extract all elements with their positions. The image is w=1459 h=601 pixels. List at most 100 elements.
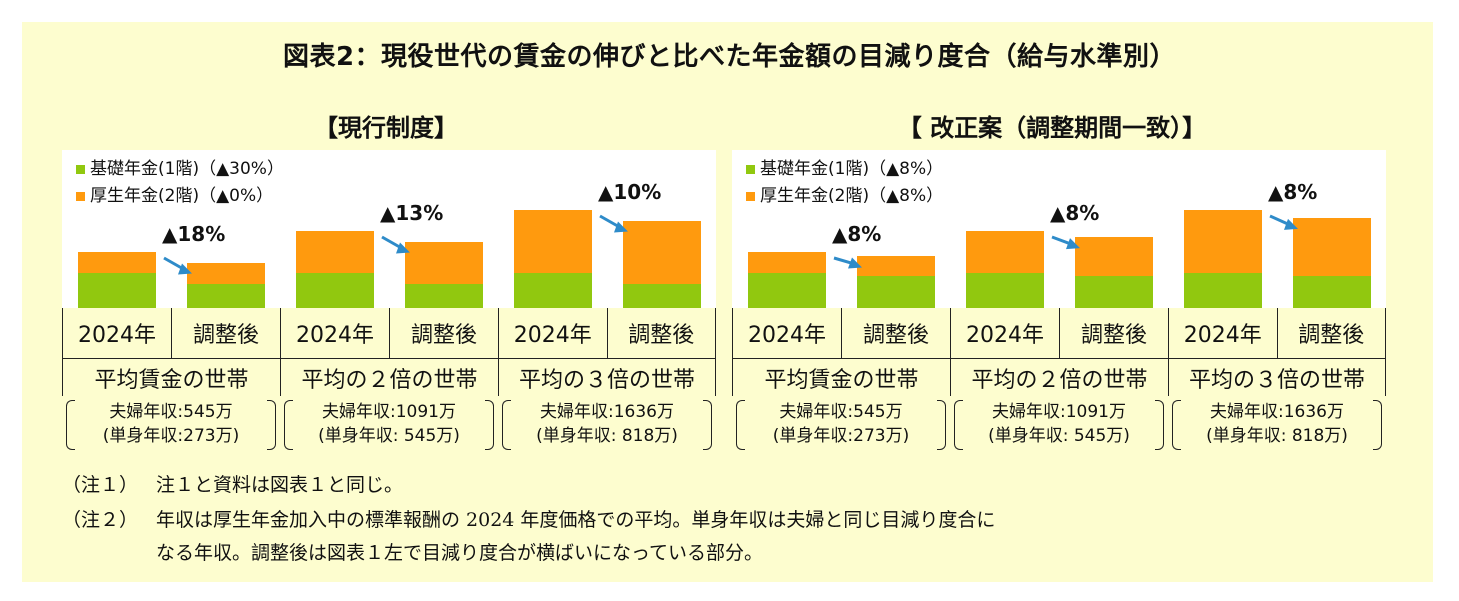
stacked-bar	[296, 231, 374, 308]
category-table-reform: 2024年 調整後 平均賃金の世帯 2024年 調整後 平均の２倍の世帯 202…	[732, 308, 1386, 396]
income-box: 夫婦年収:545万 (単身年収:273万)	[734, 400, 948, 450]
category-label: 調整後	[171, 308, 280, 358]
reduction-arrow-icon	[833, 256, 862, 269]
reduction-arrow-icon	[163, 256, 192, 275]
legend-label-kiso: 基礎年金(1階)（▲8%）	[760, 159, 944, 179]
income-single: (単身年収: 545万)	[988, 426, 1130, 446]
category-label: 2024年	[513, 323, 592, 348]
reduction-label: ▲10%	[598, 180, 662, 204]
income-box: 夫婦年収:1091万 (単身年収: 545万)	[952, 400, 1166, 450]
bar-segment-kiso	[1075, 275, 1153, 308]
legend-swatch-orange	[746, 192, 755, 201]
income-single: (単身年収: 545万)	[318, 426, 460, 446]
reduction-label: ▲18%	[162, 222, 226, 246]
bar-segment-kousei	[296, 231, 374, 273]
income-box: 夫婦年収:1091万 (単身年収: 545万)	[282, 400, 496, 450]
note-text: 年収は厚生年金加入中の標準報酬の 2024 年度価格での平均。単身年収は夫婦と同…	[156, 509, 996, 531]
bar-segment-kiso	[78, 273, 156, 308]
legend-swatch-green	[746, 165, 755, 174]
legend-item-kousei: 厚生年金(2階)（▲8%）	[746, 183, 943, 210]
income-single: (単身年収: 818万)	[536, 426, 678, 446]
bar-segment-kiso	[405, 283, 483, 308]
legend-label-kousei: 厚生年金(2階)（▲8%）	[760, 186, 944, 206]
bar-segment-kousei	[78, 252, 156, 273]
income-couple: 夫婦年収:1091万	[322, 402, 456, 422]
reduction-arrow-icon	[1269, 214, 1298, 230]
stacked-bar	[1075, 237, 1153, 308]
reduction-label: ▲13%	[380, 201, 444, 225]
category-label: 調整後	[1276, 308, 1386, 358]
note-label: （注１）	[62, 474, 139, 496]
bar-segment-kousei	[748, 252, 826, 273]
stacked-bar	[748, 252, 826, 308]
category-label: 2024年	[748, 323, 826, 348]
group-label: 平均の３倍の世帯	[518, 368, 695, 393]
reduction-arrow-icon	[381, 235, 410, 254]
stacked-bar	[623, 220, 701, 308]
note-2-continued: なる年収。調整後は図表１左で目減り度合が横ばいになっている部分。	[62, 538, 763, 565]
income-box: 夫婦年収:1636万 (単身年収: 818万)	[500, 400, 714, 450]
category-label: 2024年	[1183, 323, 1262, 348]
category-label: 2024年	[78, 323, 156, 348]
reduction-label: ▲8%	[1050, 201, 1100, 225]
category-label: 調整後	[389, 308, 498, 358]
bar-segment-kiso	[1293, 275, 1371, 308]
legend-swatch-green	[76, 165, 85, 174]
bar-segment-kousei	[405, 241, 483, 284]
category-label: 調整後	[1059, 308, 1168, 358]
bar-segment-kousei	[1293, 217, 1371, 276]
bar-segment-kousei	[187, 262, 265, 284]
income-single: (単身年収:273万)	[772, 426, 910, 446]
chart-plot-reform: 基礎年金(1階)（▲8%） 厚生年金(2階)（▲8%） ▲8% ▲8% ▲8%	[732, 150, 1386, 308]
reduction-arrow-icon	[1051, 235, 1080, 250]
income-couple: 夫婦年収:545万	[779, 402, 903, 422]
group-label: 平均の３倍の世帯	[1188, 368, 1365, 393]
note-label: （注２）	[62, 509, 139, 531]
bar-segment-kiso	[514, 273, 592, 308]
group-label: 平均賃金の世帯	[94, 368, 249, 393]
stacked-bar	[187, 262, 265, 308]
stacked-bar	[514, 210, 592, 308]
group-double: 2024年 調整後 平均の２倍の世帯	[280, 308, 498, 396]
bar-segment-kousei	[1184, 210, 1262, 273]
panel-title-current: 【現行制度】	[314, 114, 458, 142]
bar-segment-kiso	[1184, 273, 1262, 308]
bar-segment-kiso	[623, 283, 701, 308]
note-1: （注１） 注１と資料は図表１と同じ。	[62, 470, 403, 497]
bar-segment-kiso	[748, 273, 826, 308]
stacked-bar	[1293, 217, 1371, 308]
bar-segment-kiso	[187, 283, 265, 308]
bar-segment-kousei	[966, 231, 1044, 273]
reduction-label: ▲8%	[832, 222, 882, 246]
bar-segment-kousei	[623, 220, 701, 284]
category-label: 調整後	[606, 308, 716, 358]
income-couple: 夫婦年収:1636万	[1210, 402, 1344, 422]
note-text: 注１と資料は図表１と同じ。	[156, 474, 404, 496]
legend-item-kiso: 基礎年金(1階)（▲8%）	[746, 156, 943, 183]
legend-item-kousei: 厚生年金(2階)（▲0%）	[76, 183, 284, 210]
legend-swatch-orange	[76, 192, 85, 201]
group-label: 平均の２倍の世帯	[971, 368, 1148, 393]
income-couple: 夫婦年収:1636万	[540, 402, 674, 422]
panel-title-reform: 【 改正案（調整期間一致）】	[897, 114, 1207, 142]
bar-segment-kousei	[1075, 237, 1153, 276]
bar-segment-kiso	[857, 275, 935, 308]
group-label: 平均賃金の世帯	[764, 368, 919, 393]
group-average: 2024年 調整後 平均賃金の世帯	[732, 308, 950, 396]
income-couple: 夫婦年収:1091万	[992, 402, 1126, 422]
chart-legend: 基礎年金(1階)（▲30%） 厚生年金(2階)（▲0%）	[76, 156, 284, 210]
stacked-bar	[78, 252, 156, 308]
figure-title: 図表2：現役世代の賃金の伸びと比べた年金額の目減り度合（給与水準別）	[282, 42, 1177, 72]
group-triple: 2024年 調整後 平均の３倍の世帯	[498, 308, 716, 396]
income-single: (単身年収: 818万)	[1206, 426, 1348, 446]
group-double: 2024年 調整後 平均の２倍の世帯	[950, 308, 1168, 396]
chart-legend: 基礎年金(1階)（▲8%） 厚生年金(2階)（▲8%）	[746, 156, 943, 210]
stacked-bar	[405, 241, 483, 308]
group-average: 2024年 調整後 平均賃金の世帯	[62, 308, 280, 396]
bar-segment-kiso	[966, 273, 1044, 308]
reduction-label: ▲8%	[1268, 180, 1318, 204]
group-label: 平均の２倍の世帯	[301, 368, 478, 393]
bar-segment-kousei	[857, 256, 935, 276]
income-box: 夫婦年収:545万 (単身年収:273万)	[64, 400, 278, 450]
income-box: 夫婦年収:1636万 (単身年収: 818万)	[1170, 400, 1384, 450]
